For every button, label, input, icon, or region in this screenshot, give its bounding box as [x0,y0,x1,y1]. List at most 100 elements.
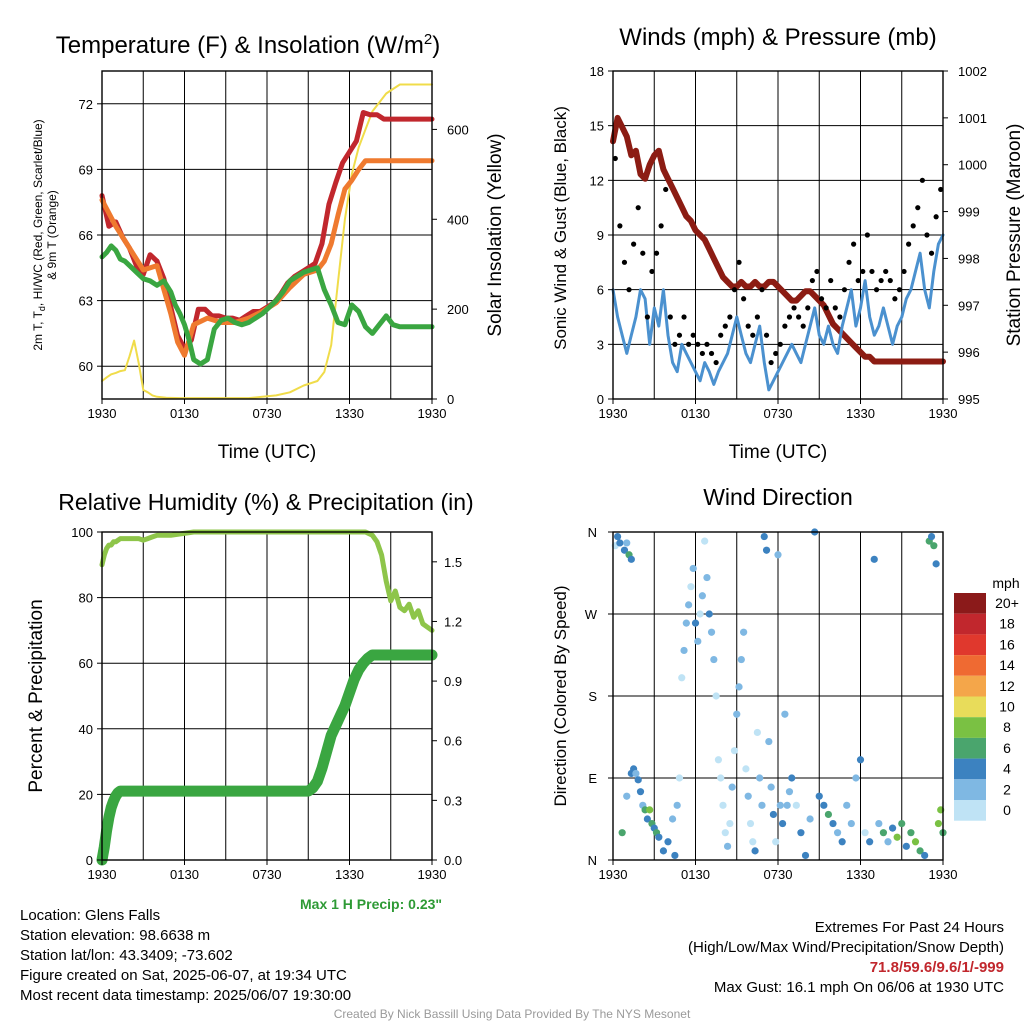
credit-text: Created By Nick Bassill Using Data Provi… [333,1007,691,1021]
direction-point [740,628,748,636]
gust-point [896,287,903,293]
legend-label: 6 [1003,740,1011,756]
x-tick-label: 1930 [418,406,447,421]
y-tick-label: 100 [71,525,93,540]
y2-tick-label: 1.5 [444,555,462,570]
gust-point [782,323,788,329]
y-tick-label: 0 [597,392,604,407]
gust-point [718,332,724,338]
gust-point [919,177,925,183]
gust-point [731,287,738,293]
direction-point [646,806,654,814]
y-tick-label: 80 [79,591,93,606]
legend-swatch [954,717,986,738]
direction-point [717,774,725,782]
legend-swatch [954,655,986,676]
direction-point [719,801,727,809]
x-tick-label: 1930 [418,867,447,882]
direction-point [916,847,924,855]
x-tick-label: 1930 [88,406,117,421]
legend-label: 0 [1003,802,1011,818]
direction-point [861,829,869,837]
direction-point [616,539,624,547]
y-tick-label: 6 [597,283,604,298]
direction-point [902,842,910,850]
direction-point [852,774,860,782]
legend-label: 4 [1003,761,1011,777]
gust-point [814,268,820,275]
gust-point [727,314,733,320]
chart-panel-4 [611,528,947,861]
y-tick-label: 9 [597,228,604,243]
gust-point [823,305,829,311]
max-precip-note: Max 1 H Precip: 0.23" [300,896,443,912]
direction-point [879,829,888,837]
gust-point [805,305,811,311]
gust-point [786,314,793,320]
y2-tick-label: 998 [958,251,980,266]
location-text: Location: Glens Falls [20,907,161,924]
direction-point [781,710,789,718]
direction-point [634,776,642,784]
extremes-subtitle: (High/Low/Max Wind/Precipitation/Snow De… [688,939,1004,956]
gust-point [818,296,825,302]
y2-tick-label: 1002 [958,64,987,79]
direction-point [783,801,791,809]
direction-point [870,555,878,563]
direction-point [714,756,723,764]
direction-point [728,783,736,791]
y-tick-label: S [588,689,597,704]
pressure-line [610,114,946,365]
y2-tick-label: 600 [447,122,469,137]
y-axis-label-part: , HI/WC (Red, Green, Scarlet/Blue) [31,119,45,306]
y2-axis-label: Solar Insolation (Yellow) [485,133,506,336]
direction-point [613,532,622,541]
y-tick-label: W [585,607,598,622]
direction-point [934,819,943,828]
x-tick-label: 0130 [170,867,199,882]
direction-point [730,747,739,755]
direction-point [785,788,794,796]
direction-point [671,851,679,860]
direction-point [687,583,695,591]
x-tick-label: 0130 [170,406,199,421]
y-tick-label: E [588,771,597,786]
extremes-values: 71.8/59.6/9.6/1/-999 [869,959,1004,976]
gust-point [915,205,921,211]
direction-point [643,815,651,823]
direction-point [675,774,684,782]
y-tick-label: 60 [79,656,93,671]
y-tick-label: 40 [79,722,93,737]
direction-point [689,564,697,573]
y-axis-label: 2m T, Td, HI/WC (Red, Green, Scarlet/Blu… [31,119,59,350]
direction-point [911,838,920,846]
y2-tick-label: 0.6 [444,734,462,749]
direction-point [801,851,810,860]
legend-title: mph [992,575,1019,591]
x-axis-label: Time (UTC) [218,442,317,463]
gust-point [713,359,719,366]
x-tick-label: 0130 [681,406,710,421]
legend-label: 18 [999,616,1015,632]
gust-point [658,223,664,229]
direction-point [623,792,631,800]
x-tick-label: 0130 [681,867,710,882]
speed-legend [954,593,986,821]
direction-point [680,646,688,655]
gust-point [626,287,632,293]
y2-tick-label: 996 [958,345,980,360]
direction-point [797,829,805,837]
direction-point [893,833,901,841]
direction-point [772,838,780,846]
y2-tick-label: 400 [447,212,469,227]
gust-point [910,223,916,229]
y-tick-label: 69 [79,162,93,177]
direction-point [875,819,883,828]
direction-point [698,592,706,600]
direction-point [898,819,906,828]
y2-tick-label: 997 [958,298,980,313]
direction-point [682,619,690,627]
gust-point [741,296,747,302]
x-tick-label: 0730 [764,406,793,421]
y-axis-label-part: & 9m T (Orange) [45,190,59,280]
